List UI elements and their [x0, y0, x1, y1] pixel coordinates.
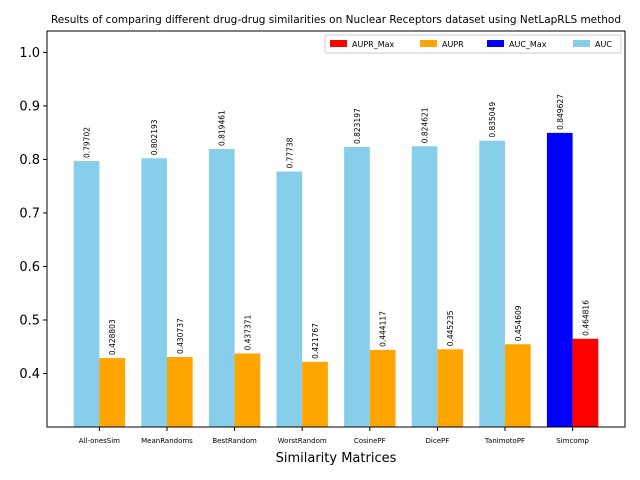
legend-label-AUC_Max: AUC_Max: [509, 40, 547, 49]
data-label-aupr-Simcomp: 0.464816: [581, 300, 590, 336]
data-label-aupr-WorstRandom: 0.421767: [311, 323, 320, 359]
y-axis: 0.4 0.5 0.6 0.7 0.8 0.9 1.0: [19, 46, 47, 382]
bar-auc-Simcomp: [546, 132, 573, 427]
y-tick-label: 0.8: [19, 153, 40, 168]
x-tick-label-DicePF: DicePF: [426, 437, 450, 445]
x-tick-label-BestRandom: BestRandom: [212, 437, 257, 445]
data-label-aupr-DicePF: 0.445235: [446, 310, 455, 346]
data-label-aupr-MeanRandoms: 0.430737: [176, 318, 185, 354]
bar-auc-TanimotoPF: [479, 140, 506, 427]
bar-aupr-CosinePF: [369, 349, 396, 427]
legend: AUPR_Max AUPR AUC_Max AUC: [324, 34, 622, 54]
y-tick-label: 0.9: [19, 99, 40, 114]
bar-aupr-Simcomp: [572, 338, 599, 427]
data-label-aupr-All-onesSim: 0.428803: [108, 319, 117, 355]
x-axis-label: Similarity Matrices: [276, 451, 397, 466]
legend-box: [324, 34, 622, 54]
y-tick-label: 0.5: [19, 313, 40, 328]
x-tick-label-All-onesSim: All-onesSim: [79, 437, 120, 445]
y-tick-label: 1.0: [19, 46, 40, 61]
x-tick-label-CosinePF: CosinePF: [354, 437, 386, 445]
legend-swatch-AUC: [573, 40, 590, 47]
data-label-auc-WorstRandom: 0.77738: [285, 137, 294, 168]
bar-aupr-BestRandom: [234, 353, 261, 427]
x-axis: All-onesSim MeanRandoms BestRandom WorstRan…: [79, 427, 589, 445]
data-label-auc-MeanRandoms: 0.802193: [150, 119, 159, 155]
y-tick-label: 0.4: [19, 367, 40, 382]
data-label-aupr-BestRandom: 0.437371: [243, 314, 252, 350]
data-label-aupr-CosinePF: 0.444117: [379, 311, 388, 347]
chart-title: Results of comparing different drug-drug…: [51, 14, 621, 26]
data-labels-layer: 0.79702 0.428803 0.802193 0.430737 0.819461 0…: [83, 94, 591, 359]
legend-label-AUC: AUC: [595, 40, 612, 49]
bar-auc-DicePF: [411, 146, 438, 427]
bar-auc-WorstRandom: [276, 171, 303, 427]
data-label-auc-Simcomp: 0.849627: [556, 94, 565, 130]
bar-aupr-TanimotoPF: [505, 344, 531, 427]
legend-swatch-AUPR: [420, 40, 437, 47]
legend-label-AUPR: AUPR: [442, 40, 464, 49]
y-tick-label: 0.7: [19, 206, 40, 221]
legend-label-AUPR_Max: AUPR_Max: [352, 40, 395, 49]
x-tick-label-Simcomp: Simcomp: [556, 437, 589, 445]
bar-aupr-WorstRandom: [302, 361, 328, 427]
x-tick-label-MeanRandoms: MeanRandoms: [141, 437, 193, 445]
data-label-aupr-TanimotoPF: 0.454609: [514, 305, 523, 341]
data-label-auc-TanimotoPF: 0.835049: [488, 102, 497, 138]
bar-auc-MeanRandoms: [141, 158, 167, 427]
bar-auc-BestRandom: [208, 149, 235, 427]
bars-layer: [73, 132, 599, 427]
legend-swatch-AUPR_Max: [330, 40, 347, 47]
bar-aupr-DicePF: [437, 349, 464, 427]
data-label-auc-DicePF: 0.824621: [421, 107, 430, 143]
data-label-auc-BestRandom: 0.819461: [218, 110, 227, 146]
y-tick-label: 0.6: [19, 260, 40, 275]
bar-aupr-All-onesSim: [99, 358, 126, 427]
bar-auc-All-onesSim: [73, 161, 100, 427]
data-label-auc-CosinePF: 0.823197: [353, 108, 362, 144]
x-tick-label-WorstRandom: WorstRandom: [278, 437, 327, 445]
plot-frame: [46, 30, 626, 428]
x-tick-label-TanimotoPF: TanimotoPF: [484, 437, 525, 445]
bar-aupr-MeanRandoms: [166, 357, 193, 427]
legend-swatch-AUC_Max: [487, 40, 504, 47]
data-label-auc-All-onesSim: 0.79702: [83, 127, 92, 158]
bar-auc-CosinePF: [344, 147, 370, 427]
